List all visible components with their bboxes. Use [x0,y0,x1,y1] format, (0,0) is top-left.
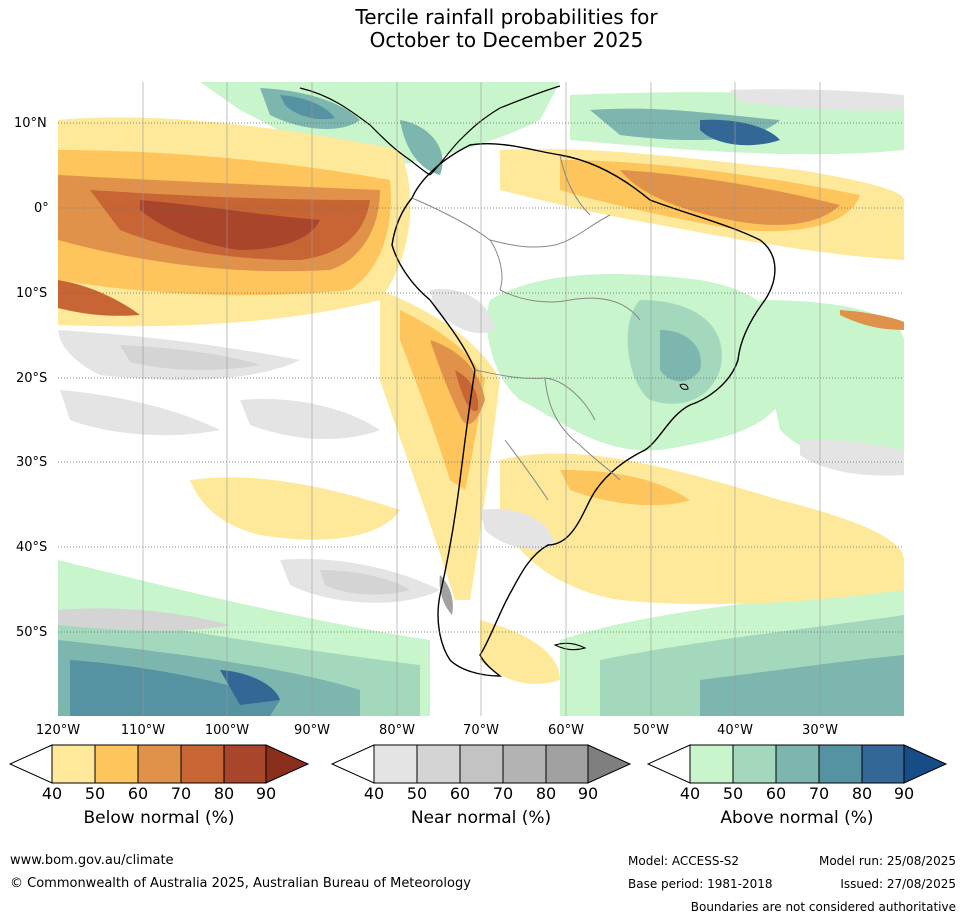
website-link[interactable]: www.bom.gov.au/climate [10,853,174,868]
near-tick-70: 70 [492,784,514,803]
lon-label-60w: 60°W [548,723,584,738]
lat-label-0: 0° [34,201,49,216]
near-tick-80: 80 [535,784,557,803]
issued-date: Issued: 27/08/2025 [840,877,956,891]
near-tick-60: 60 [449,784,471,803]
colorbar-near-normal [330,744,632,784]
base-period: Base period: 1981-2018 [628,877,773,891]
above-normal-label: Above normal (%) [720,808,874,828]
lon-label-50w: 50°W [633,723,669,738]
near-tick-50: 50 [406,784,428,803]
above-tick-90: 90 [893,784,915,803]
boundaries-disclaimer: Boundaries are not considered authoritat… [690,900,956,914]
lon-label-30w: 30°W [802,723,838,738]
lat-label-10s: 10°S [16,286,48,301]
below-tick-80: 80 [213,784,235,803]
south-america-coastline [391,142,776,677]
lat-label-10n: 10°N [14,116,47,131]
lat-label-30s: 30°S [16,455,48,470]
probability-fields [58,82,904,716]
above-tick-60: 60 [765,784,787,803]
above-tick-50: 50 [722,784,744,803]
lat-label-50s: 50°S [16,625,48,640]
lon-label-110w: 110°W [120,723,166,738]
below-tick-70: 70 [170,784,192,803]
below-normal-label: Below normal (%) [83,808,235,828]
colorbar-below-normal [8,744,310,784]
above-tick-40: 40 [679,784,701,803]
lon-label-80w: 80°W [379,723,415,738]
model-name: Model: ACCESS-S2 [628,854,740,868]
near-normal-label: Near normal (%) [410,808,552,828]
below-tick-90: 90 [255,784,277,803]
title-line-2: October to December 2025 [369,28,644,52]
near-tick-90: 90 [577,784,599,803]
lon-label-40w: 40°W [717,723,753,738]
lat-label-40s: 40°S [16,540,48,555]
model-run-date: Model run: 25/08/2025 [818,854,956,868]
lon-label-100w: 100°W [204,723,250,738]
below-tick-50: 50 [84,784,106,803]
near-tick-40: 40 [363,784,385,803]
lon-label-70w: 70°W [463,723,499,738]
above-tick-70: 70 [808,784,830,803]
above-tick-80: 80 [851,784,873,803]
lat-label-20s: 20°S [16,371,48,386]
below-tick-60: 60 [127,784,149,803]
below-tick-40: 40 [41,784,63,803]
colorbar-above-normal [646,744,948,784]
lon-label-120w: 120°W [35,723,81,738]
copyright-text: © Commonwealth of Australia 2025, Austra… [10,876,471,891]
lon-label-90w: 90°W [294,723,330,738]
title-line-1: Tercile rainfall probabilities for [355,5,658,29]
